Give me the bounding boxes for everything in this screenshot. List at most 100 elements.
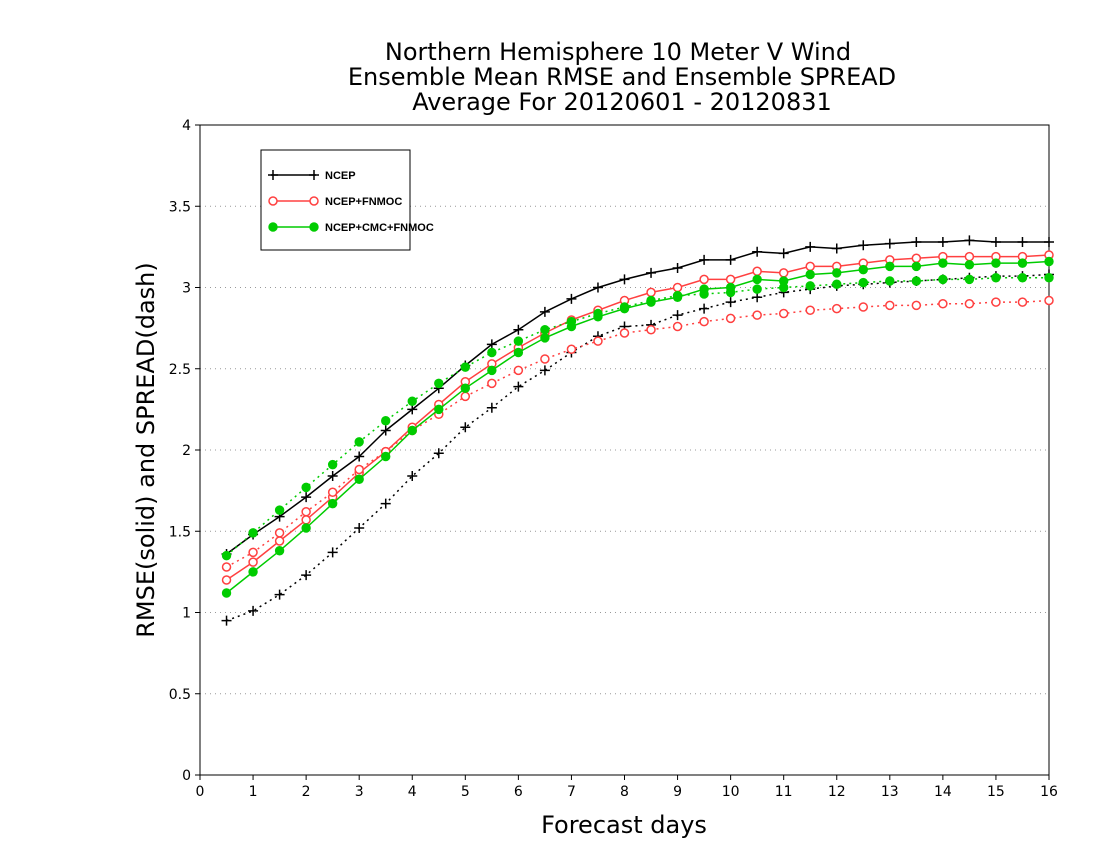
rmse-point (513, 347, 524, 358)
x-tick-label: 11 (775, 784, 793, 800)
rmse-point (805, 261, 815, 272)
x-tick-label: 15 (987, 784, 1005, 800)
spread-point (301, 507, 311, 517)
spread-point (540, 325, 550, 335)
spread-point (752, 292, 763, 303)
legend-item: NCEP (268, 170, 356, 182)
rmse-point (434, 404, 444, 415)
spread-point (248, 547, 258, 558)
rmse-point (274, 546, 285, 556)
y-tick-label: 1.5 (169, 524, 191, 540)
spread-point (274, 589, 285, 600)
rmse-point (1044, 256, 1054, 267)
rmse-point (778, 248, 789, 259)
y-tick-label: 3.5 (169, 199, 191, 215)
rmse-point (354, 451, 365, 462)
x-tick-label: 12 (828, 784, 846, 800)
spread-point (593, 308, 603, 319)
spread-point (221, 562, 232, 572)
spread-point (433, 448, 444, 459)
spread-point (301, 482, 311, 493)
spread-point (1044, 295, 1054, 306)
spread-point (672, 310, 683, 321)
spread-point (619, 302, 630, 312)
spread-point (805, 281, 815, 291)
spread-point (593, 336, 603, 346)
chart-title-line-1: Northern Hemisphere 10 Meter V Wind (385, 38, 851, 66)
rmse-point (1017, 258, 1028, 268)
spread-point (380, 498, 391, 509)
spread-point (964, 274, 975, 285)
rmse-point (646, 287, 656, 298)
spread-point (752, 310, 762, 320)
rmse-point (274, 536, 285, 546)
spread-point (725, 287, 736, 298)
legend-label: NCEP+CMC+FNMOC (325, 222, 434, 234)
rmse-point (911, 253, 922, 263)
spread-point (1017, 273, 1028, 283)
rmse-point (513, 324, 524, 335)
rmse-point (221, 588, 232, 598)
y-tick-label: 1 (182, 606, 191, 622)
spread-point (407, 471, 418, 481)
spread-point (221, 550, 232, 561)
spread-point (327, 547, 338, 558)
spread-point (938, 274, 948, 285)
spread-point (991, 297, 1001, 307)
rmse-point (991, 258, 1001, 268)
rmse-point (911, 261, 922, 272)
spread-point (1017, 297, 1028, 307)
rmse-point (646, 267, 657, 278)
spread-point (938, 299, 948, 309)
rmse-point (964, 260, 975, 270)
rmse-point (964, 251, 975, 262)
x-tick-label: 8 (620, 784, 629, 800)
legend-label: NCEP+FNMOC (325, 196, 402, 208)
y-axis-label: RMSE(solid) and SPREAD(dash) (132, 262, 160, 638)
rmse-point (301, 515, 311, 525)
spread-point (619, 328, 630, 338)
spread-point (672, 321, 683, 332)
legend-items: NCEP NCEP+FNMOC NCEP+CMC+FNMOC (268, 170, 434, 234)
rmse-point (1017, 237, 1028, 247)
rmse-point (407, 425, 417, 436)
spread-point (301, 570, 312, 581)
rmse-point (832, 268, 842, 278)
spread-point (327, 487, 338, 497)
x-tick-label: 9 (673, 784, 682, 800)
rmse-point (540, 333, 550, 343)
rmse-point (327, 471, 338, 481)
axis-ticks: 00.511.522.533.540 1 2 3 4 5 6 7 8 9 10 11 12 13 14 15 1… (169, 118, 1058, 800)
rmse-point (752, 266, 762, 276)
spread-point (354, 464, 364, 475)
y-tick-label: 0 (182, 768, 191, 784)
spread-point (513, 381, 524, 392)
spread-point (646, 295, 656, 306)
spread-point (778, 282, 789, 293)
rmse-point (911, 237, 922, 247)
spread-point (460, 362, 471, 372)
spread-point (381, 416, 391, 426)
spread-point (858, 302, 869, 312)
x-tick-label: 10 (722, 784, 740, 800)
series-ncep-fnmoc (221, 250, 1054, 585)
spread-point (672, 290, 683, 301)
spread-point (539, 365, 550, 376)
spread-point (1044, 273, 1054, 283)
rmse-point (327, 498, 338, 509)
rmse-point (752, 274, 762, 285)
spread-point (248, 605, 259, 616)
y-tick-label: 4 (182, 118, 191, 134)
spread-point (778, 308, 789, 319)
legend-item: NCEP+CMC+FNMOC (268, 222, 434, 234)
legend-marker (268, 222, 278, 232)
y-tick-label: 3 (182, 281, 191, 297)
rmse-point (381, 451, 391, 462)
rmse-point (1044, 237, 1054, 247)
rmse-point (592, 282, 603, 293)
x-tick-label: 4 (408, 784, 417, 800)
legend-marker (309, 170, 319, 180)
rmse-point (752, 246, 763, 257)
spread-point (911, 276, 922, 286)
x-tick-label: 6 (514, 784, 523, 800)
